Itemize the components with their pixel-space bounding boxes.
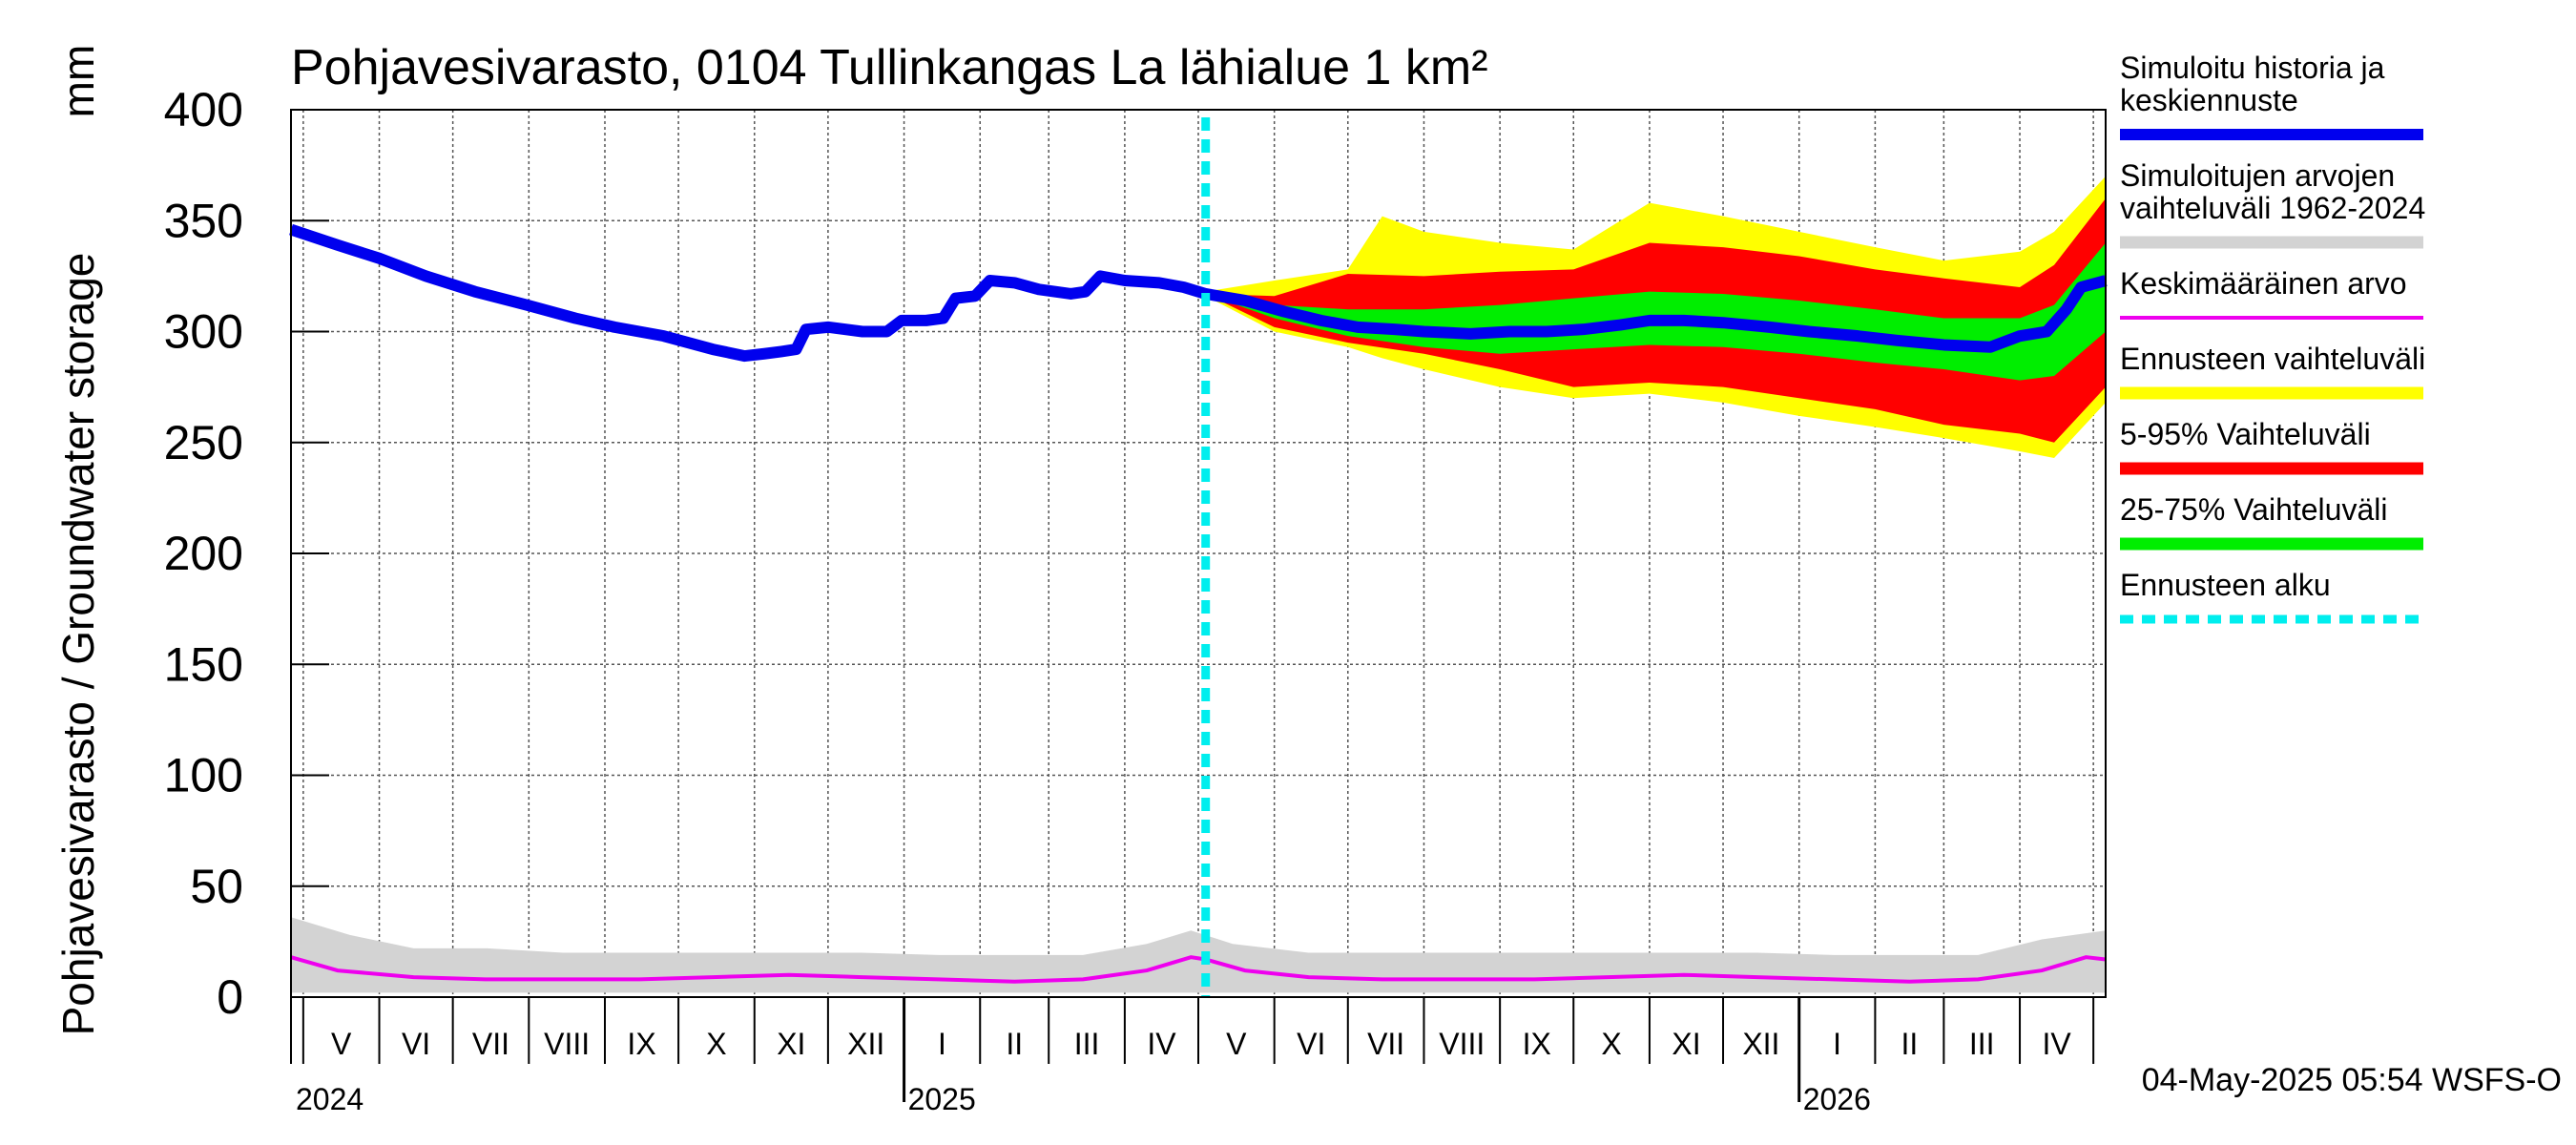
y-tick-label: 50 (190, 860, 243, 913)
month-tick-label: XII (847, 1027, 884, 1061)
month-tick-label: XI (777, 1027, 805, 1061)
y-tick-label: 400 (164, 83, 243, 136)
month-tick-label: VI (1297, 1027, 1325, 1061)
year-label: 2025 (908, 1082, 976, 1116)
legend-label: keskiennuste (2120, 83, 2298, 117)
legend-label: 5-95% Vaihteluväli (2120, 417, 2371, 451)
y-tick-label: 100 (164, 749, 243, 802)
month-tick-label: XI (1672, 1027, 1700, 1061)
y-axis-unit: mm (53, 45, 103, 118)
month-tick-label: VII (472, 1027, 509, 1061)
y-tick-label: 150 (164, 637, 243, 691)
footer-timestamp: 04-May-2025 05:54 WSFS-O (2142, 1062, 2562, 1098)
month-tick-label: VIII (1439, 1027, 1485, 1061)
month-tick-label: X (706, 1027, 726, 1061)
year-label: 2026 (1803, 1082, 1871, 1116)
month-tick-label: VI (402, 1027, 430, 1061)
month-tick-label: X (1601, 1027, 1621, 1061)
month-tick-label: IV (2042, 1027, 2071, 1061)
month-tick-label: XII (1742, 1027, 1779, 1061)
legend-label: Ennusteen alku (2120, 568, 2331, 602)
year-label: 2024 (296, 1082, 364, 1116)
month-tick-label: II (1901, 1027, 1918, 1061)
legend-label: 25-75% Vaihteluväli (2120, 492, 2387, 527)
legend-label: Ennusteen vaihteluväli (2120, 342, 2425, 376)
month-tick-label: I (938, 1027, 946, 1061)
chart-title: Pohjavesivarasto, 0104 Tullinkangas La l… (291, 40, 1488, 95)
month-tick-label: IX (1523, 1027, 1551, 1061)
y-axis-label: Pohjavesivarasto / Groundwater storage (53, 253, 103, 1036)
month-tick-label: VIII (544, 1027, 590, 1061)
month-tick-label: IV (1147, 1027, 1176, 1061)
band-25-75 (1205, 242, 2106, 381)
legend-label: Keskimääräinen arvo (2120, 266, 2407, 301)
month-tick-label: II (1006, 1027, 1023, 1061)
month-tick-label: VII (1367, 1027, 1404, 1061)
historical-range-band (291, 917, 2106, 993)
y-tick-label: 200 (164, 527, 243, 580)
series-layer (289, 117, 2108, 997)
grid (291, 110, 2106, 997)
month-tick-label: I (1833, 1027, 1841, 1061)
legend-label: Simuloitu historia ja (2120, 51, 2385, 85)
month-tick-label: V (1226, 1027, 1247, 1061)
month-tick-label: IX (627, 1027, 655, 1061)
month-tick-label: III (1074, 1027, 1100, 1061)
simulated-history-line (289, 223, 2108, 363)
month-tick-label: III (1969, 1027, 1995, 1061)
y-tick-label: 350 (164, 194, 243, 247)
y-tick-label: 300 (164, 305, 243, 359)
legend-label: vaihteluväli 1962-2024 (2120, 191, 2425, 225)
legend-label: Simuloitujen arvojen (2120, 158, 2395, 193)
y-tick-label: 250 (164, 416, 243, 469)
y-tick-label: 0 (217, 970, 243, 1024)
month-tick-label: V (331, 1027, 352, 1061)
